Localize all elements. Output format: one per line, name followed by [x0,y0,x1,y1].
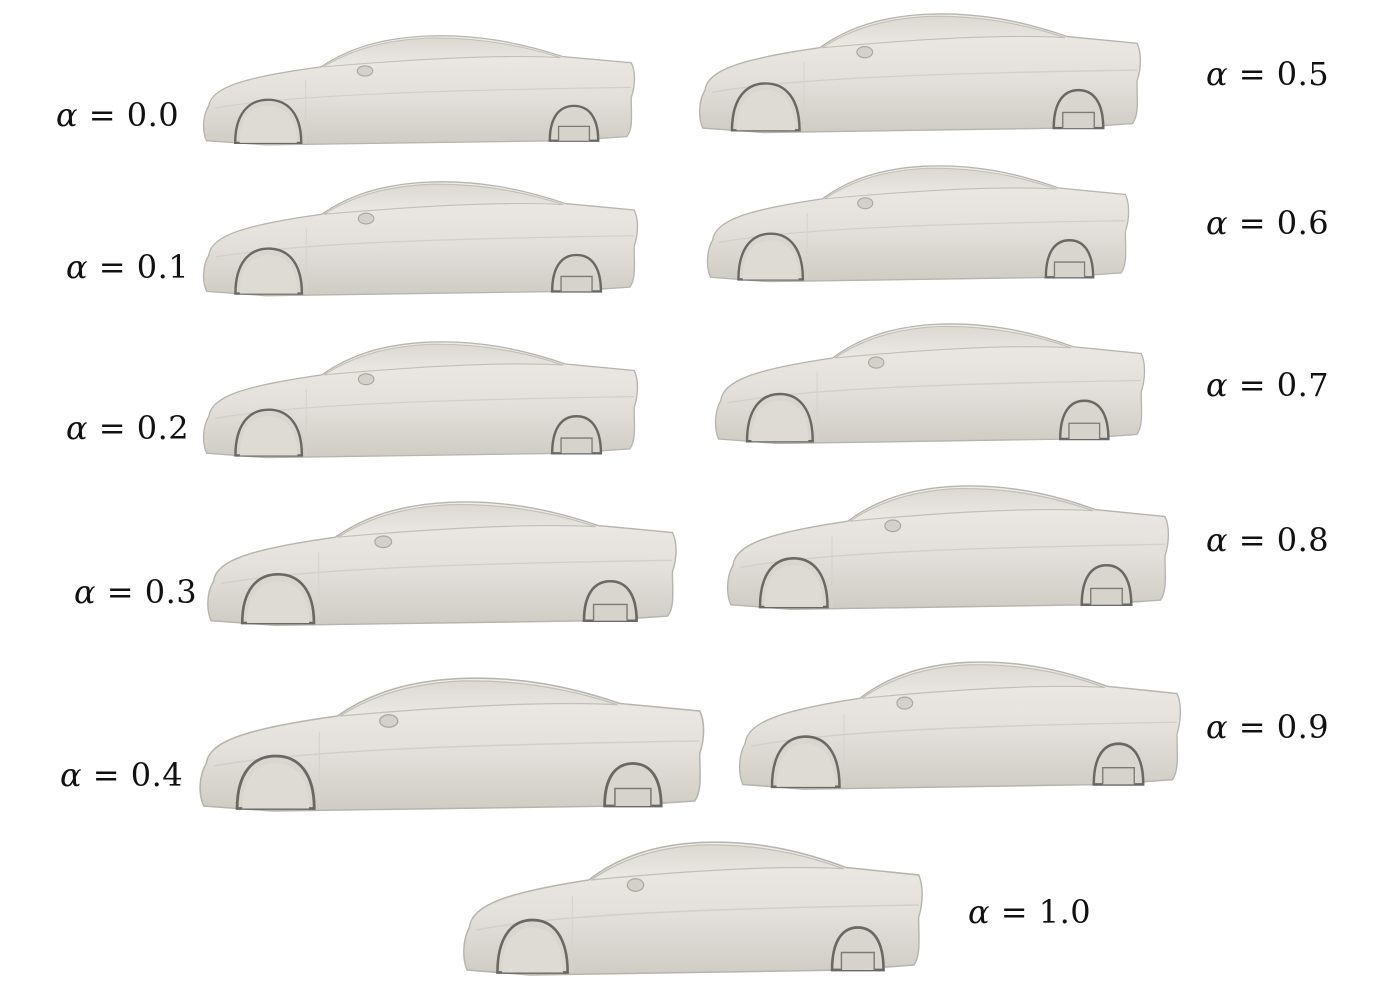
alpha-label-0-3: α = 0.3 [74,573,198,611]
car-render-alpha-0-0 [202,34,636,147]
alpha-label-0-4: α = 0.4 [60,756,184,794]
car-render-alpha-0-5 [698,12,1142,134]
car-render-alpha-1-0 [462,840,924,977]
alpha-label-0-7: α = 0.7 [1206,366,1330,404]
car-render-alpha-0-4 [198,676,705,813]
car-render-alpha-0-2 [202,340,639,459]
alpha-label-0-9: α = 0.9 [1206,708,1330,746]
car-render-alpha-0-7 [714,322,1146,445]
car-render-alpha-0-8 [726,484,1170,611]
car-render-alpha-0-3 [206,500,678,627]
car-render-alpha-0-6 [706,164,1130,283]
alpha-label-0-6: α = 0.6 [1206,204,1330,242]
alpha-label-0-5: α = 0.5 [1206,55,1330,93]
alpha-label-0-2: α = 0.2 [66,409,190,447]
alpha-label-0-0: α = 0.0 [56,96,180,134]
alpha-label-1-0: α = 1.0 [968,893,1092,931]
car-render-alpha-0-9 [738,660,1182,791]
car-render-alpha-0-1 [202,180,639,297]
alpha-label-0-1: α = 0.1 [66,248,190,286]
alpha-label-0-8: α = 0.8 [1206,521,1330,559]
